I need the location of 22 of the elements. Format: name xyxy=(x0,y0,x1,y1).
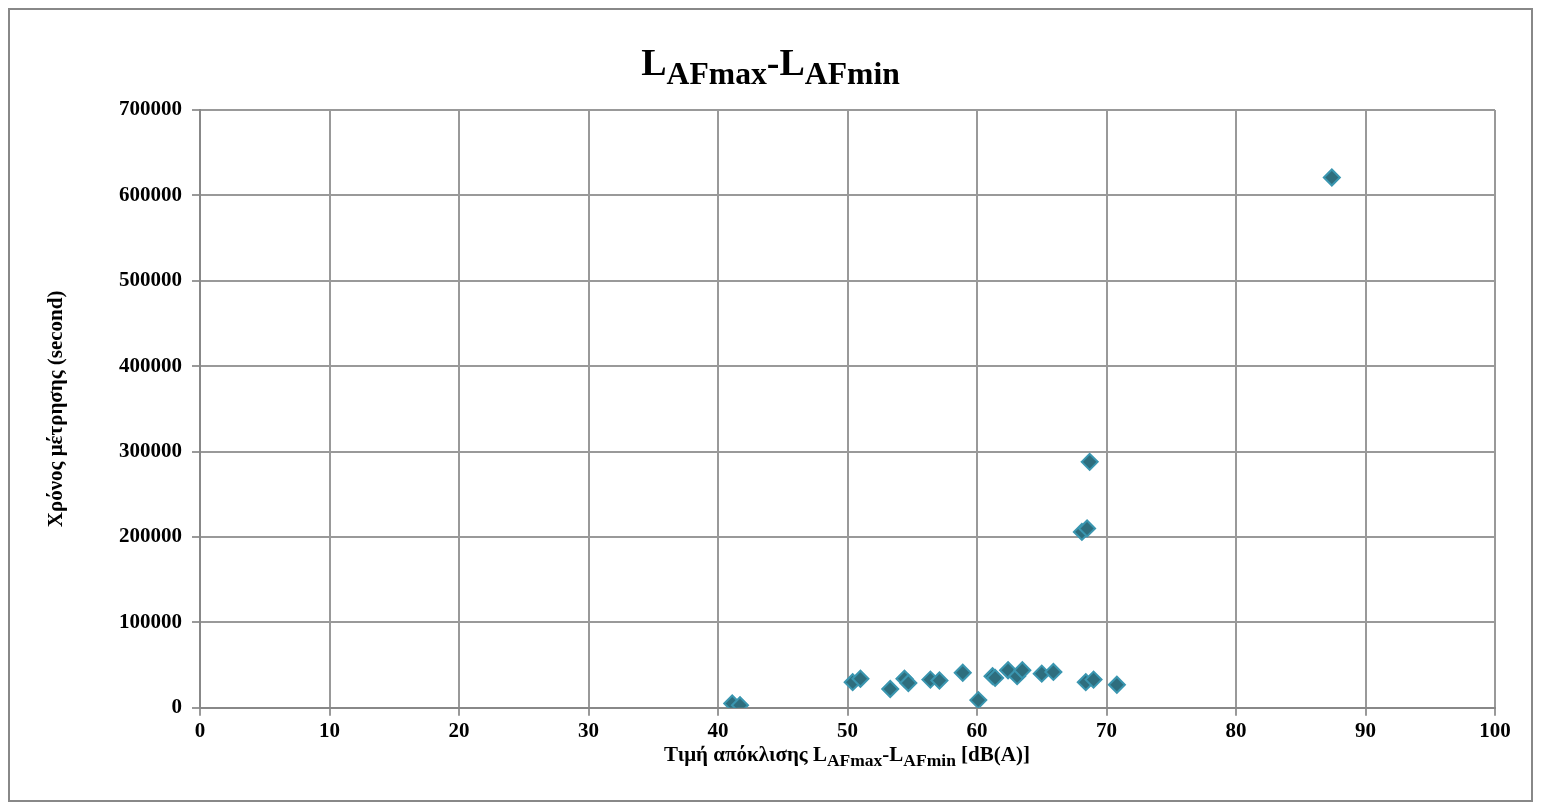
x-tick-label: 50 xyxy=(837,717,858,742)
x-tick-label: 100 xyxy=(1479,717,1511,742)
x-tick-label: 80 xyxy=(1225,717,1247,742)
y-tick-label: 500000 xyxy=(119,267,182,292)
y-tick-label: 200000 xyxy=(119,523,182,548)
x-tick-label: 60 xyxy=(966,717,988,742)
y-tick-label: 600000 xyxy=(119,181,182,206)
x-tick-label: 70 xyxy=(1096,717,1117,742)
x-tick-label: 90 xyxy=(1355,717,1376,742)
x-tick-label: 40 xyxy=(707,717,729,742)
y-tick-label: 100000 xyxy=(119,608,182,633)
x-tick-label: 10 xyxy=(319,717,340,742)
x-tick-label: 30 xyxy=(578,717,599,742)
y-tick-label: 0 xyxy=(171,694,182,719)
x-tick-label: 0 xyxy=(194,717,206,742)
y-axis-title: Χρόνος μέτρησης (second) xyxy=(43,290,68,528)
chart-title: L$_{AFmax}$-L$_{AFmin}$ xyxy=(640,40,901,92)
x-tick-label: 20 xyxy=(448,717,470,742)
x-axis-title: Τιμή απόκλισης L$_{AFmax}$-L$_{AFmin}$ [dB(A)] xyxy=(663,742,1031,772)
y-tick-label: 700000 xyxy=(119,96,182,121)
y-tick-label: 300000 xyxy=(119,438,182,463)
y-tick-label: 400000 xyxy=(119,352,182,377)
